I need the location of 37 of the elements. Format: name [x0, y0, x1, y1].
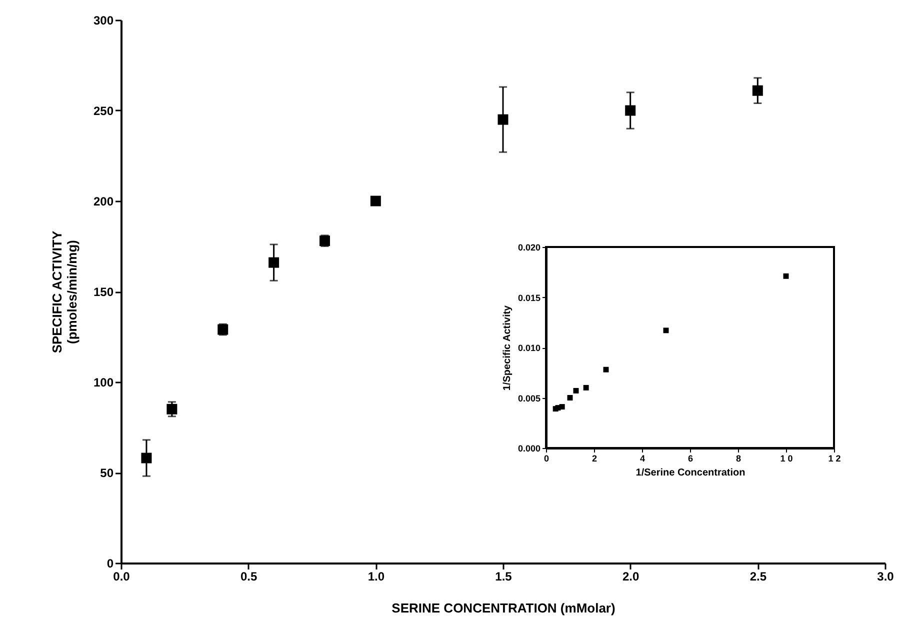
point	[573, 388, 579, 394]
y-tick-label: 0.000	[518, 444, 540, 454]
y-tick-label: 0.005	[518, 393, 540, 404]
y-tick-label: 100	[93, 376, 114, 390]
x-tick-label: 1.0	[368, 570, 385, 584]
y-tick-label: 0.015	[518, 292, 540, 303]
x-tick-label: 6	[688, 454, 694, 464]
point	[559, 404, 565, 410]
y-tick-label: 50	[100, 466, 114, 480]
x-tick-label: 4	[640, 454, 646, 464]
y-tick-label: 300	[93, 14, 114, 28]
x-tick-label: 2.0	[622, 570, 640, 584]
point	[583, 384, 589, 390]
x-tick-label: 1.5	[495, 570, 512, 584]
point	[783, 273, 789, 279]
y-tick-label: 0	[106, 556, 114, 570]
y-axis-title: 1/Specific Activity	[502, 304, 513, 391]
point	[567, 395, 573, 400]
y-tick-label: 150	[93, 285, 114, 299]
x-tick-label: 0.0	[113, 570, 130, 584]
point	[663, 328, 669, 334]
x-tick-label: 0.5	[240, 570, 258, 584]
x-tick-label: 1 2	[828, 454, 841, 464]
x-tick-label: 1 0	[780, 454, 793, 464]
y-tick-label: 250	[93, 104, 114, 118]
y-tick-label: 200	[93, 194, 114, 208]
y-axis-title: SPECIFIC ACTIVITY (pmoles/min/mg)	[49, 230, 80, 354]
point	[603, 366, 609, 372]
x-tick-label: 8	[736, 454, 742, 464]
x-tick-label: 0	[544, 454, 550, 464]
y-tick-label: 0.010	[518, 343, 540, 353]
x-tick-label: 3.0	[877, 570, 894, 584]
x-tick-label: 2	[592, 454, 598, 464]
x-axis-title: SERINE CONCENTRATION (mMolar)	[392, 600, 616, 616]
x-tick-label: 2.5	[750, 570, 767, 584]
y-tick-label: 0.020	[518, 242, 540, 252]
x-axis-title: 1/Serine Concentration	[636, 468, 746, 478]
